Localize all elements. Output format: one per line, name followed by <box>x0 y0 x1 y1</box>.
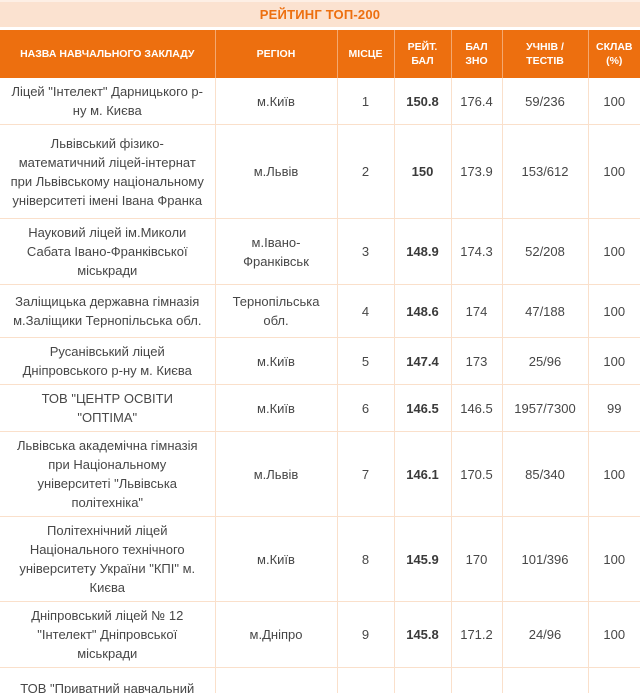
cell-school-name: Науковий ліцей ім.Миколи Сабата Івано-Фр… <box>0 218 215 285</box>
table-row: Львівська академічна гімназія при Націон… <box>0 431 640 517</box>
title-bar: РЕЙТИНГ ТОП-200 <box>0 0 640 27</box>
cell-zno-score: 146.5 <box>450 384 502 432</box>
cell-region: м.Київ <box>214 516 337 602</box>
cell-place: 7 <box>336 431 394 517</box>
cell-passed-percent: 100 <box>587 218 640 285</box>
column-header-passed-percent: СКЛАВ (%) <box>587 30 640 78</box>
cell-school-name: Заліщицька державна гімназія м.Заліщики … <box>0 284 215 338</box>
ranking-table: НАЗВА НАВЧАЛЬНОГО ЗАКЛАДУ РЕГІОН МІСЦЕ Р… <box>0 30 640 693</box>
cell-place: 9 <box>336 601 394 668</box>
cell-students-tests: 25/96 <box>501 337 588 385</box>
cell-place: 8 <box>336 516 394 602</box>
cell-school-name: Політехнічний ліцей Національного техніч… <box>0 516 215 602</box>
cell-region: м.Київ <box>214 337 337 385</box>
column-header-zno-score: БАЛ ЗНО <box>450 30 502 78</box>
column-header-region: РЕГІОН <box>214 30 337 78</box>
table-row: Політехнічний ліцей Національного техніч… <box>0 516 640 602</box>
cell-place: 4 <box>336 284 394 338</box>
cell-place: 2 <box>336 124 394 219</box>
cell-students-tests: 85/340 <box>501 431 588 517</box>
cell-region: м.Львів <box>214 124 337 219</box>
table-row: Ліцей "Інтелект" Дарницького р-ну м. Киє… <box>0 78 640 125</box>
page-title: РЕЙТИНГ ТОП-200 <box>259 7 381 22</box>
cell-school-name: Львівський фізико-математичний ліцей-інт… <box>0 124 215 219</box>
cell-place: 3 <box>336 218 394 285</box>
table-row: Дніпровський ліцей № 12 "Інтелект" Дніпр… <box>0 601 640 668</box>
cell-zno-score: 173.9 <box>450 124 502 219</box>
column-header-students-tests: УЧНІВ / ТЕСТІВ <box>501 30 588 78</box>
cell-school-name: Львівська академічна гімназія при Націон… <box>0 431 215 517</box>
cell-students-tests: 24/96 <box>501 601 588 668</box>
cell-passed-percent: 100 <box>587 431 640 517</box>
cell-region: м.Київ <box>214 667 337 693</box>
cell-rating-score: 145.7 <box>393 667 451 693</box>
cell-rating-score: 145.8 <box>393 601 451 668</box>
cell-region: м.Дніпро <box>214 601 337 668</box>
table-header: НАЗВА НАВЧАЛЬНОГО ЗАКЛАДУ РЕГІОН МІСЦЕ Р… <box>0 30 640 78</box>
header-row: НАЗВА НАВЧАЛЬНОГО ЗАКЛАДУ РЕГІОН МІСЦЕ Р… <box>0 30 640 78</box>
cell-zno-score: 173 <box>450 337 502 385</box>
cell-region: м.Івано-Франківськ <box>214 218 337 285</box>
cell-school-name: ТОВ "Приватний навчальний заклад "Європе… <box>0 667 215 693</box>
cell-region: м.Київ <box>214 78 337 125</box>
cell-rating-score: 145.9 <box>393 516 451 602</box>
cell-passed-percent: 99 <box>587 384 640 432</box>
cell-students-tests: 153/612 <box>501 124 588 219</box>
cell-region: м.Київ <box>214 384 337 432</box>
cell-rating-score: 146.5 <box>393 384 451 432</box>
cell-rating-score: 150 <box>393 124 451 219</box>
cell-region: Тернопільська обл. <box>214 284 337 338</box>
cell-place: 1 <box>336 78 394 125</box>
column-header-school-name: НАЗВА НАВЧАЛЬНОГО ЗАКЛАДУ <box>0 30 215 78</box>
cell-school-name: ТОВ "ЦЕНТР ОСВІТИ "ОПТІМА" <box>0 384 215 432</box>
cell-passed-percent: 100 <box>587 667 640 693</box>
table-row: ТОВ "ЦЕНТР ОСВІТИ "ОПТІМА" м.Київ 6 146.… <box>0 384 640 432</box>
cell-students-tests: 47/188 <box>501 284 588 338</box>
cell-zno-score: 170 <box>450 516 502 602</box>
cell-region: м.Львів <box>214 431 337 517</box>
cell-passed-percent: 100 <box>587 284 640 338</box>
table-row: ТОВ "Приватний навчальний заклад "Європе… <box>0 667 640 693</box>
cell-passed-percent: 100 <box>587 516 640 602</box>
table-row: Русанівський ліцей Дніпровського р-ну м.… <box>0 337 640 385</box>
cell-zno-score: 171.2 <box>450 601 502 668</box>
cell-students-tests: 59/236 <box>501 78 588 125</box>
cell-school-name: Ліцей "Інтелект" Дарницького р-ну м. Киє… <box>0 78 215 125</box>
cell-school-name: Русанівський ліцей Дніпровського р-ну м.… <box>0 337 215 385</box>
cell-passed-percent: 100 <box>587 601 640 668</box>
cell-place: 5 <box>336 337 394 385</box>
cell-passed-percent: 100 <box>587 124 640 219</box>
cell-zno-score: 171.3 <box>450 667 502 693</box>
cell-place: 6 <box>336 384 394 432</box>
cell-students-tests: 1957/7300 <box>501 384 588 432</box>
table-body: Ліцей "Інтелект" Дарницького р-ну м. Киє… <box>0 78 640 693</box>
cell-passed-percent: 100 <box>587 78 640 125</box>
cell-zno-score: 176.4 <box>450 78 502 125</box>
cell-students-tests: 11/40 <box>501 667 588 693</box>
cell-zno-score: 174.3 <box>450 218 502 285</box>
table-row: Науковий ліцей ім.Миколи Сабата Івано-Фр… <box>0 218 640 285</box>
table-row: Заліщицька державна гімназія м.Заліщики … <box>0 284 640 338</box>
column-header-place: МІСЦЕ <box>336 30 394 78</box>
cell-students-tests: 101/396 <box>501 516 588 602</box>
cell-place: 10 <box>336 667 394 693</box>
cell-rating-score: 148.9 <box>393 218 451 285</box>
cell-rating-score: 147.4 <box>393 337 451 385</box>
cell-rating-score: 146.1 <box>393 431 451 517</box>
cell-rating-score: 148.6 <box>393 284 451 338</box>
cell-students-tests: 52/208 <box>501 218 588 285</box>
cell-rating-score: 150.8 <box>393 78 451 125</box>
cell-zno-score: 170.5 <box>450 431 502 517</box>
cell-zno-score: 174 <box>450 284 502 338</box>
table-row: Львівський фізико-математичний ліцей-інт… <box>0 124 640 219</box>
column-header-rating-score: РЕЙТ. БАЛ <box>393 30 451 78</box>
cell-school-name: Дніпровський ліцей № 12 "Інтелект" Дніпр… <box>0 601 215 668</box>
cell-passed-percent: 100 <box>587 337 640 385</box>
